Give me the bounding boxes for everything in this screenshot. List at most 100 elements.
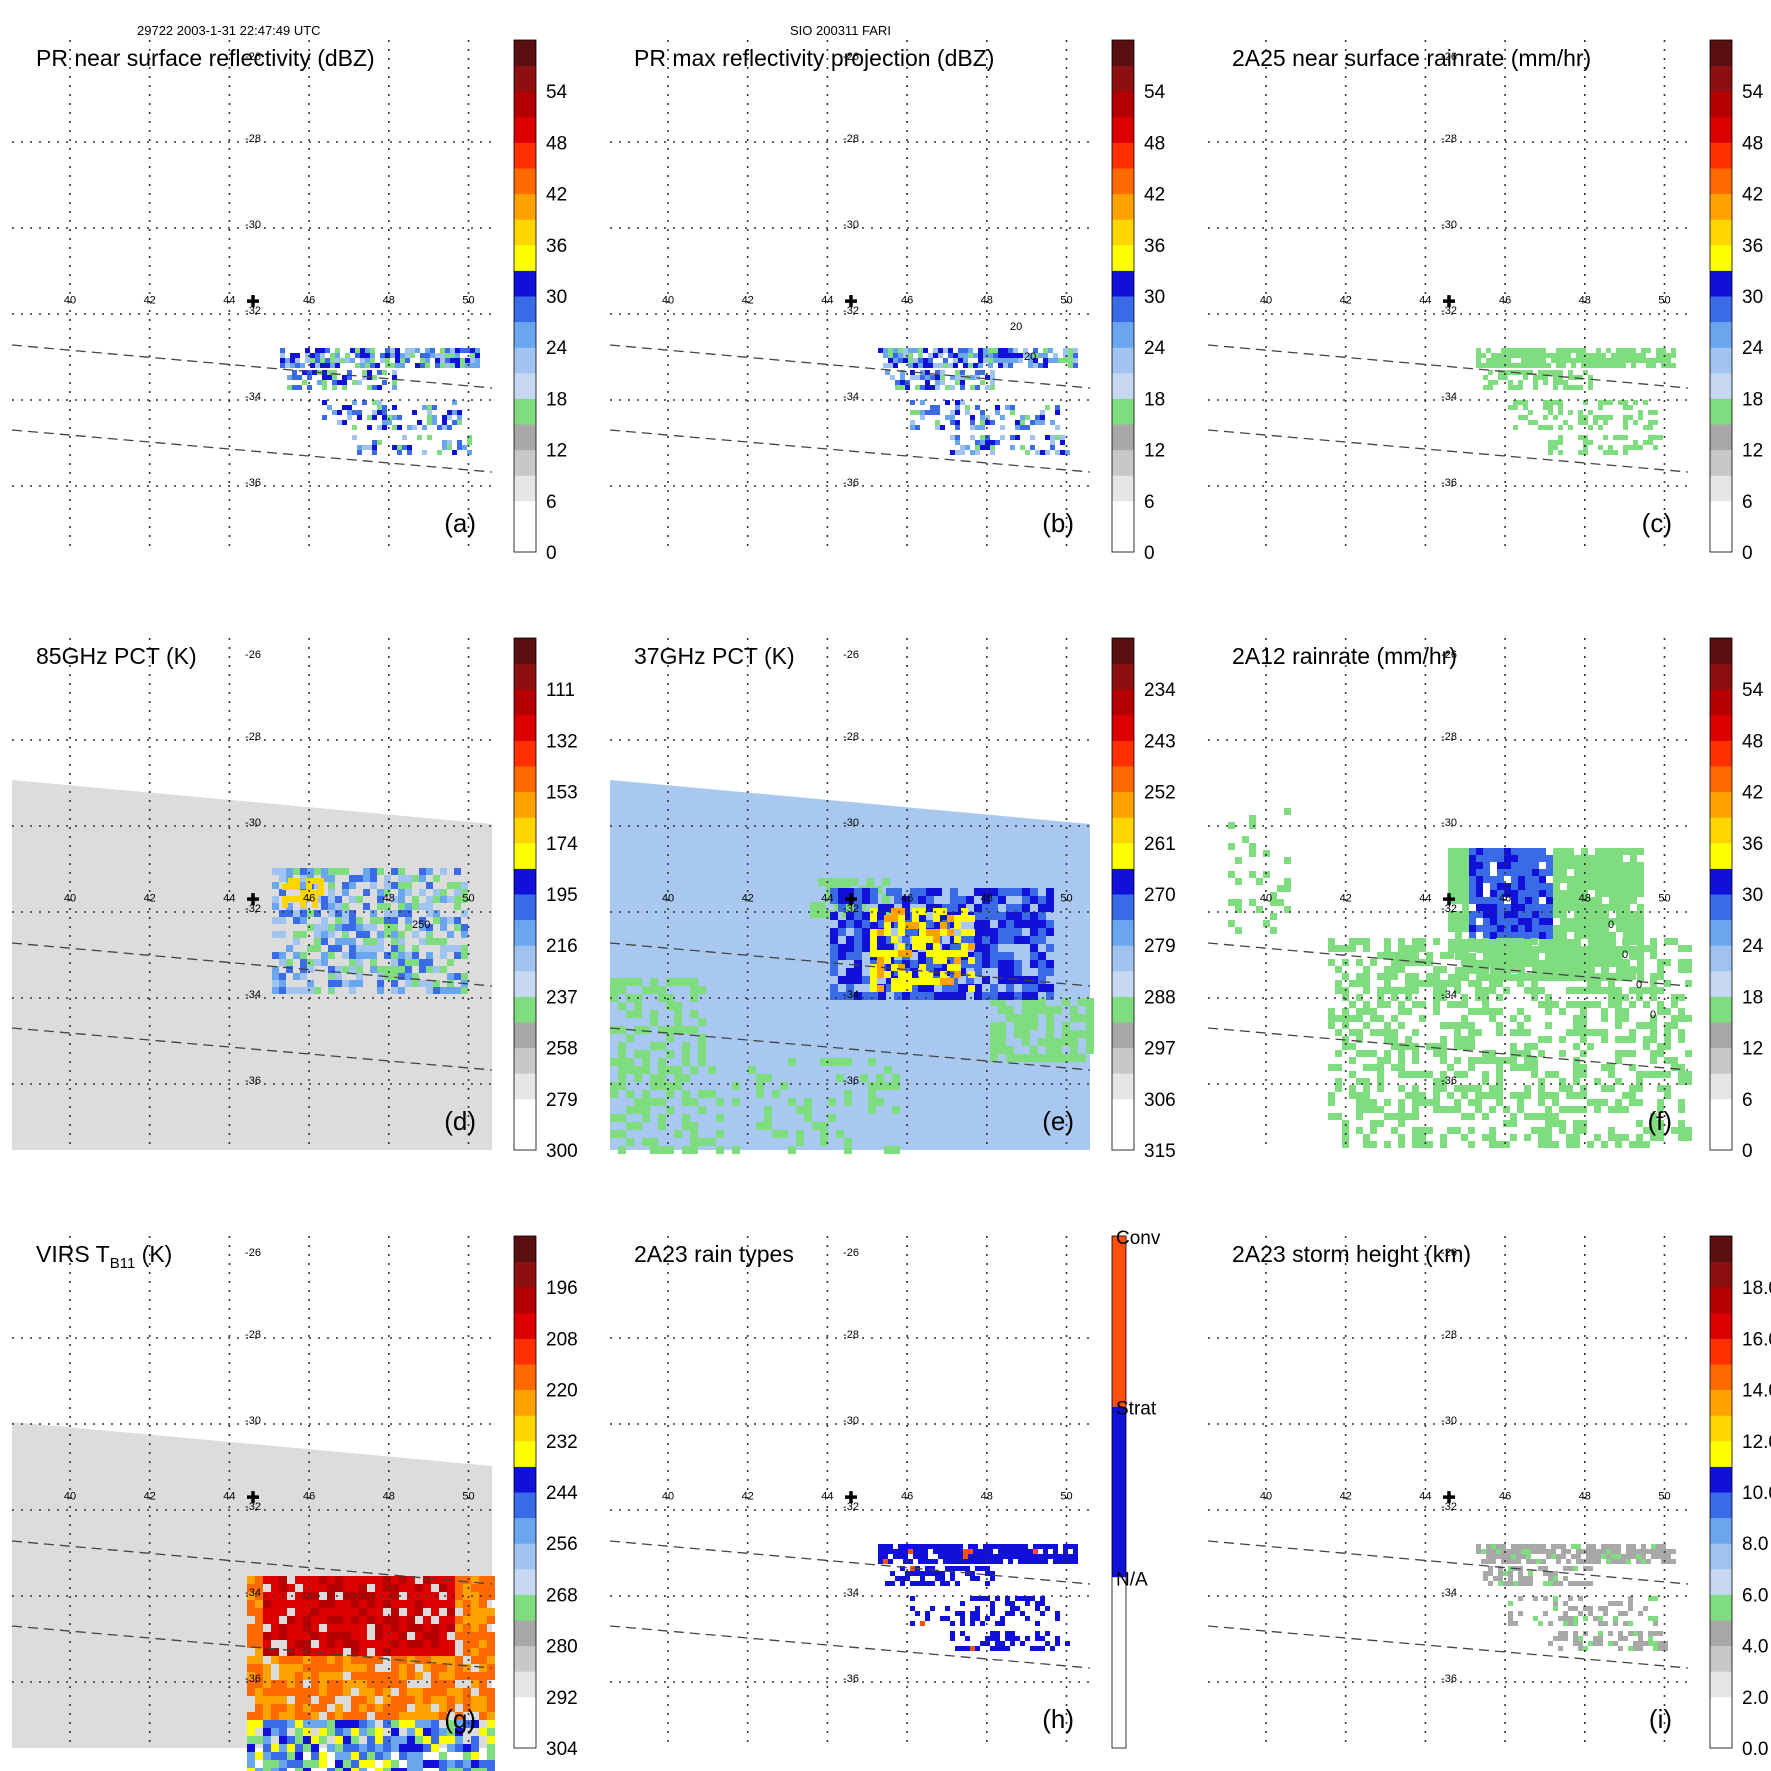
- lon-tick-label: 44: [1419, 1491, 1431, 1503]
- data-cell: [1594, 1029, 1601, 1036]
- data-cell: [1560, 876, 1567, 883]
- data-cell: [426, 931, 433, 938]
- data-cell: [1068, 358, 1073, 363]
- data-cell: [463, 1600, 471, 1608]
- data-cell: [925, 1611, 930, 1616]
- data-cell: [1008, 1544, 1013, 1549]
- data-cell: [990, 1636, 995, 1641]
- data-cell: [1433, 980, 1440, 987]
- data-cell: [288, 884, 294, 890]
- data-cell: [1006, 920, 1014, 928]
- data-cell: [1573, 1015, 1580, 1022]
- data-cell: [886, 984, 894, 992]
- data-cell: [1545, 1092, 1552, 1099]
- data-cell: [1622, 973, 1629, 980]
- data-cell: [327, 1728, 335, 1736]
- data-cell: [1078, 1014, 1086, 1022]
- swath-edge-line: [11, 942, 493, 987]
- data-cell: [1532, 883, 1539, 890]
- data-cell: [898, 964, 905, 971]
- data-cell: [948, 1559, 953, 1564]
- data-cell: [888, 1559, 893, 1564]
- colorbar-segment: [514, 638, 536, 665]
- data-cell: [1384, 952, 1391, 959]
- data-cell: [682, 1074, 690, 1082]
- data-cell: [349, 945, 356, 952]
- data-cell: [1622, 1106, 1629, 1113]
- data-cell: [405, 980, 412, 987]
- colorbar-segment: [1112, 970, 1134, 997]
- data-cell: [610, 1114, 618, 1122]
- data-cell: [1637, 974, 1644, 981]
- data-cell: [1583, 400, 1588, 405]
- data-cell: [1504, 869, 1511, 876]
- data-cell: [1363, 1106, 1370, 1113]
- data-cell: [1581, 363, 1586, 368]
- data-cell: [925, 385, 930, 390]
- data-cell: [471, 1680, 479, 1688]
- data-cell: [462, 445, 467, 450]
- data-cell: [1653, 435, 1658, 440]
- data-cell: [391, 1576, 399, 1584]
- data-cell: [312, 890, 318, 896]
- data-cell: [1488, 380, 1493, 385]
- data-cell: [1528, 420, 1533, 425]
- data-cell: [398, 896, 405, 903]
- data-cell: [900, 1581, 905, 1586]
- data-cell: [1068, 1544, 1073, 1549]
- data-cell: [1462, 953, 1469, 960]
- data-cell: [1646, 363, 1651, 368]
- data-cell: [247, 1632, 255, 1640]
- data-cell: [1657, 1001, 1664, 1008]
- data-cell: [955, 1611, 960, 1616]
- data-cell: [435, 358, 440, 363]
- data-cell: [1468, 1029, 1475, 1036]
- data-cell: [1623, 904, 1630, 911]
- data-cell: [830, 896, 838, 904]
- colorbar-segment: [1710, 270, 1732, 297]
- data-cell: [271, 1616, 279, 1624]
- data-cell: [247, 1752, 255, 1760]
- data-cell: [1030, 936, 1038, 944]
- data-cell: [287, 1632, 295, 1640]
- data-cell: [1528, 1576, 1533, 1581]
- data-cell: [1648, 440, 1653, 445]
- lat-tick-label: -36: [843, 1075, 859, 1087]
- data-cell: [1553, 890, 1560, 897]
- data-cell: [950, 415, 955, 420]
- data-cell: [423, 1744, 431, 1752]
- data-cell: [1545, 1001, 1552, 1008]
- data-cell: [463, 1688, 471, 1696]
- data-cell: [1517, 1106, 1524, 1113]
- data-cell: [247, 1680, 255, 1688]
- data-cell: [998, 358, 1003, 363]
- data-cell: [844, 1058, 852, 1066]
- data-cell: [1356, 973, 1363, 980]
- data-cell: [367, 1680, 375, 1688]
- data-cell: [1661, 1559, 1666, 1564]
- data-cell: [1398, 1043, 1405, 1050]
- data-cell: [325, 348, 330, 353]
- data-cell: [920, 375, 925, 380]
- data-cell: [1496, 1071, 1503, 1078]
- data-cell: [1580, 1022, 1587, 1029]
- data-cell: [1574, 904, 1581, 911]
- data-cell: [698, 1034, 706, 1042]
- data-cell: [998, 1038, 1006, 1046]
- center-cross-marker: [247, 1491, 259, 1504]
- data-cell: [1609, 876, 1616, 883]
- data-cell: [1055, 435, 1060, 440]
- swath-edge-line: [1207, 1027, 1689, 1071]
- data-cell: [854, 920, 862, 928]
- data-cell: [934, 920, 942, 928]
- data-cell: [1014, 904, 1022, 912]
- data-cell: [650, 1074, 658, 1082]
- data-cell: [1595, 869, 1602, 876]
- data-cell: [1447, 1001, 1454, 1008]
- data-cell: [902, 904, 910, 912]
- data-cell: [467, 450, 472, 455]
- data-cell: [905, 1571, 910, 1576]
- data-cell: [818, 910, 826, 918]
- data-cell: [351, 1736, 359, 1744]
